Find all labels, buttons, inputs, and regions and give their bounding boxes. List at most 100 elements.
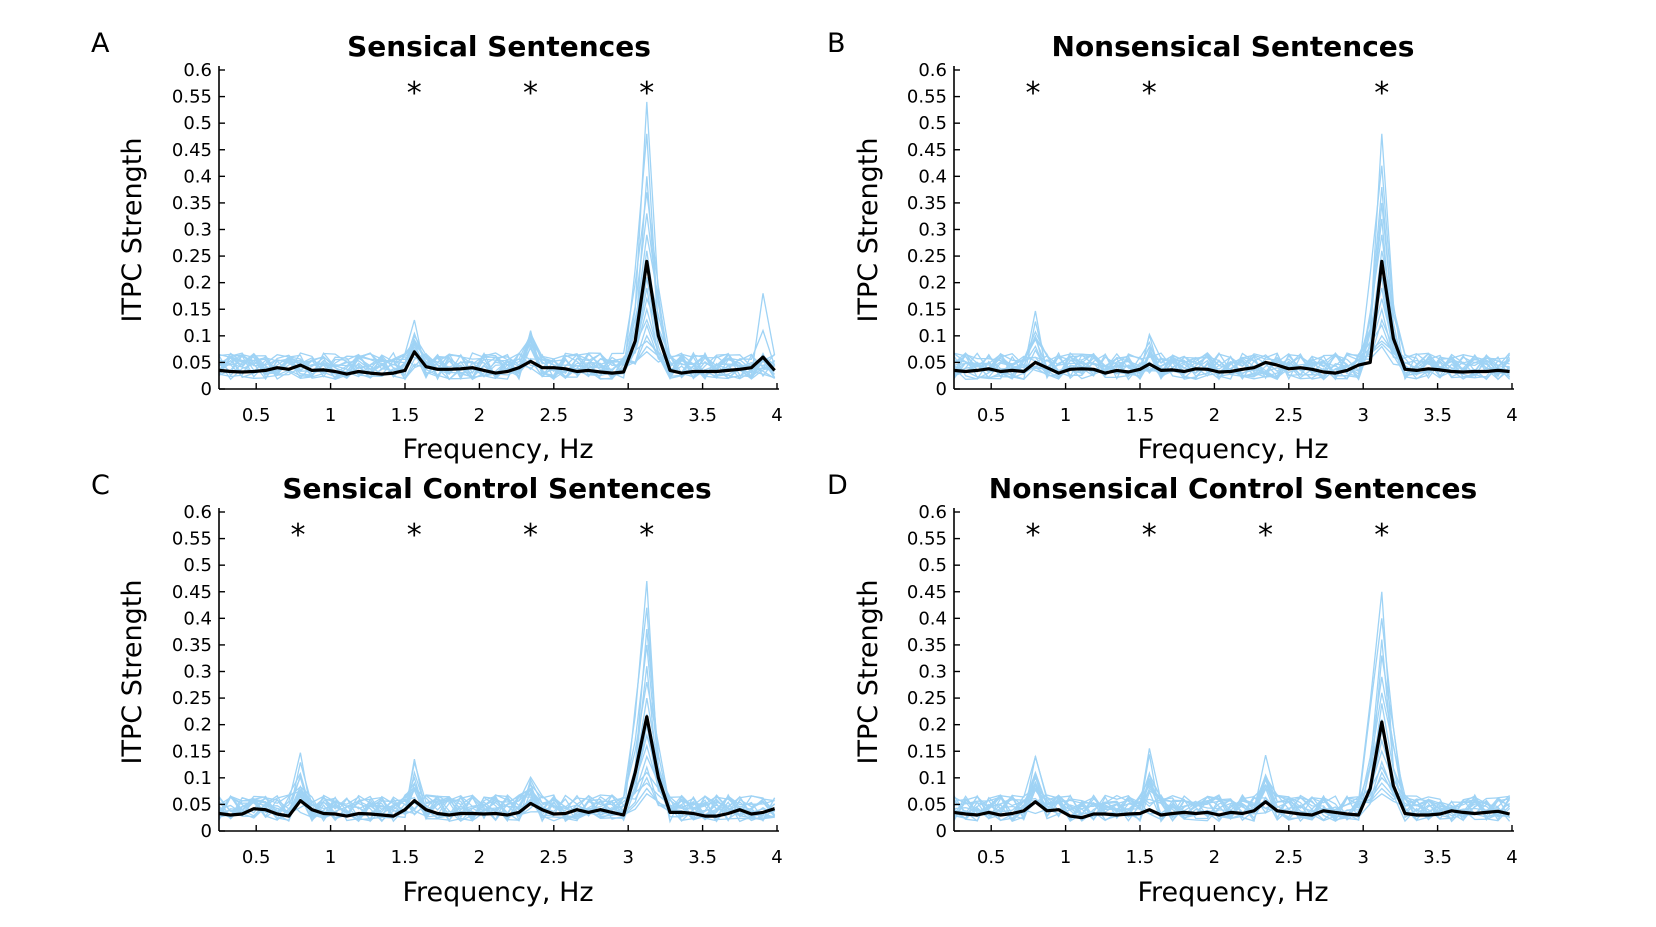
subject-series-line [953, 748, 1510, 822]
panel-c: C Sensical Control Sentences 0 0.05 0.1 0.1… [91, 470, 783, 908]
x-tick-label: 0.5 [977, 405, 1006, 426]
y-tick-label: 0.3 [918, 662, 947, 683]
panel-label: D [827, 470, 848, 501]
y-tick-label: 0.25 [172, 688, 212, 709]
x-tick-label: 1 [1060, 405, 1071, 426]
x-tick-label: 4 [1506, 847, 1517, 868]
y-tick-label: 0.1 [918, 768, 947, 789]
plot-area: 0 0.05 0.1 0.15 0.2 0.25 0.3 0.35 0.4 0.45 0.5 0.55… [907, 60, 1518, 426]
significance-asterisk: * [407, 76, 422, 111]
significance-asterisk: * [407, 518, 422, 553]
x-tick-label: 1.5 [391, 847, 420, 868]
x-tick-label: 2 [1209, 405, 1220, 426]
significance-asterisk: * [1374, 518, 1389, 553]
subject-series-line [218, 133, 776, 381]
significance-asterisk: * [1142, 518, 1157, 553]
y-tick-label: 0.2 [918, 273, 947, 294]
x-axis-label: Frequency, Hz [402, 434, 593, 465]
y-axis-label: ITPC Strength [117, 580, 148, 765]
panel-label: C [91, 470, 110, 501]
significance-asterisk: * [639, 76, 654, 111]
y-axis-label: ITPC Strength [117, 138, 148, 323]
y-tick-label: 0.3 [918, 220, 947, 241]
panel-label: A [91, 28, 110, 59]
x-tick-label: 3 [1357, 405, 1368, 426]
x-tick-label: 2 [474, 847, 485, 868]
subject-series-line [218, 338, 776, 381]
chart-title: Sensical Control Sentences [282, 472, 711, 505]
plot-area: 0 0.05 0.1 0.15 0.2 0.25 0.3 0.35 0.4 0.45 0.5 0.55… [172, 502, 783, 868]
y-tick-label: 0.55 [907, 87, 947, 108]
x-tick-label: 3.5 [688, 847, 717, 868]
subject-series-line [953, 306, 1510, 381]
chart-title: Nonsensical Sentences [1052, 30, 1415, 63]
y-tick-label: 0.55 [907, 529, 947, 550]
y-tick-label: 0.05 [172, 794, 212, 815]
x-tick-label: 2 [474, 405, 485, 426]
y-tick-label: 0.35 [907, 193, 947, 214]
y-tick-label: 0.45 [172, 140, 212, 161]
y-tick-label: 0.25 [907, 246, 947, 267]
y-tick-label: 0.55 [172, 87, 212, 108]
y-tick-label: 0.3 [183, 662, 212, 683]
x-tick-label: 0.5 [242, 847, 271, 868]
x-tick-label: 1.5 [391, 405, 420, 426]
panel-d: D Nonsensical Control Sentences 0 0.05 0.1… [827, 470, 1518, 908]
subject-series-line [953, 323, 1511, 380]
mean-series-line [218, 715, 776, 818]
y-tick-label: 0 [201, 379, 212, 400]
x-tick-label: 0.5 [242, 405, 271, 426]
y-tick-label: 0.3 [183, 220, 212, 241]
significance-asterisk: * [639, 518, 654, 553]
significance-asterisk: * [1142, 76, 1157, 111]
y-tick-label: 0.2 [183, 273, 212, 294]
x-axis-label: Frequency, Hz [1137, 434, 1328, 465]
x-tick-label: 1 [325, 847, 336, 868]
y-tick-label: 0.15 [907, 741, 947, 762]
y-tick-label: 0.5 [183, 113, 212, 134]
x-tick-label: 4 [771, 847, 782, 868]
y-tick-label: 0.25 [172, 246, 212, 267]
y-tick-label: 0.1 [918, 326, 947, 347]
subject-series-line [953, 330, 1510, 380]
significance-asterisk: * [523, 76, 538, 111]
subject-series-line [218, 266, 775, 381]
y-tick-label: 0.15 [172, 741, 212, 762]
y-tick-label: 0.5 [918, 113, 947, 134]
plot-area: 0 0.05 0.1 0.15 0.2 0.25 0.3 0.35 0.4 0.45 0.5 0.55… [172, 60, 783, 426]
subject-series-line [218, 787, 775, 822]
subject-series-line [218, 192, 775, 381]
y-tick-label: 0.05 [907, 794, 947, 815]
x-tick-label: 2.5 [539, 405, 568, 426]
mean-series-line [953, 259, 1510, 375]
y-tick-label: 0 [201, 821, 212, 842]
mean-series-line [218, 259, 776, 376]
y-tick-label: 0.45 [907, 140, 947, 161]
subject-series-line [218, 758, 776, 821]
y-tick-label: 0.6 [918, 60, 947, 81]
chart-title: Sensical Sentences [347, 30, 651, 63]
y-tick-label: 0.35 [172, 635, 212, 656]
y-tick-label: 0.1 [183, 326, 212, 347]
panel-a: A Sensical Sentences 0 0.05 0.1 0.15 0.2 0.25… [91, 28, 783, 465]
y-tick-label: 0.15 [907, 299, 947, 320]
x-tick-label: 3 [1357, 847, 1368, 868]
x-tick-label: 4 [1506, 405, 1517, 426]
x-tick-label: 1.5 [1126, 847, 1155, 868]
subject-series-line [218, 287, 776, 380]
y-tick-label: 0.35 [907, 635, 947, 656]
panel-label: B [827, 28, 846, 59]
y-tick-label: 0.35 [172, 193, 212, 214]
y-tick-label: 0.6 [183, 502, 212, 523]
x-tick-label: 2.5 [1274, 405, 1303, 426]
significance-asterisk: * [1374, 76, 1389, 111]
y-tick-label: 0.2 [918, 715, 947, 736]
x-tick-label: 3.5 [1423, 405, 1452, 426]
x-tick-label: 3 [622, 847, 633, 868]
subject-series-line [953, 165, 1510, 380]
x-tick-label: 2 [1209, 847, 1220, 868]
subject-series-line [218, 318, 775, 380]
y-tick-label: 0.45 [172, 582, 212, 603]
y-axis-label: ITPC Strength [853, 580, 884, 765]
